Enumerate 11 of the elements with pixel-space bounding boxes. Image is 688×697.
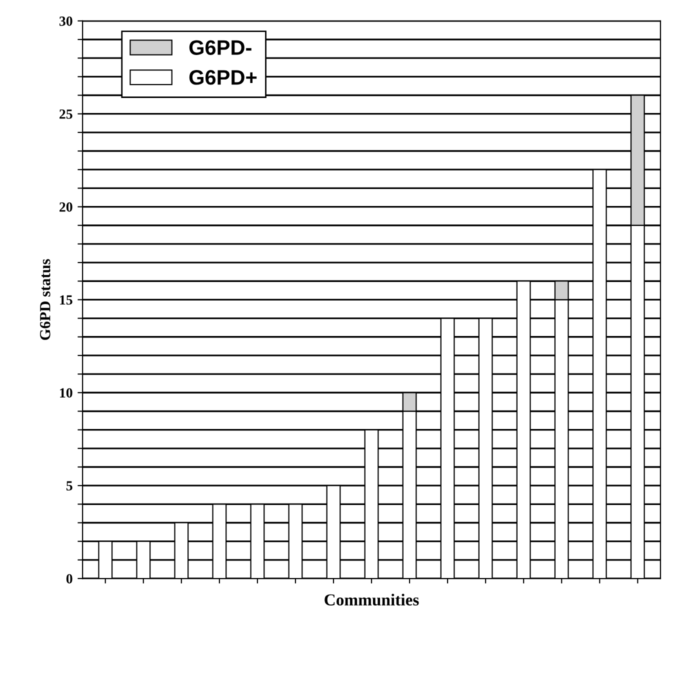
x-axis-title: Communities [324,594,419,606]
y-tick-label: 15 [60,295,72,305]
y-tick-label: 10 [60,388,72,398]
y-tick-label: 5 [66,481,72,491]
y-tick-label: 30 [59,16,72,26]
y-tick-label: 20 [60,202,72,212]
y-axis-title: G6PD status [40,259,50,340]
legend-label: G6PD+ [189,70,257,85]
legend-label: G6PD- [189,40,252,55]
y-tick-label: 25 [60,109,72,119]
y-tick-label: 0 [66,574,72,584]
